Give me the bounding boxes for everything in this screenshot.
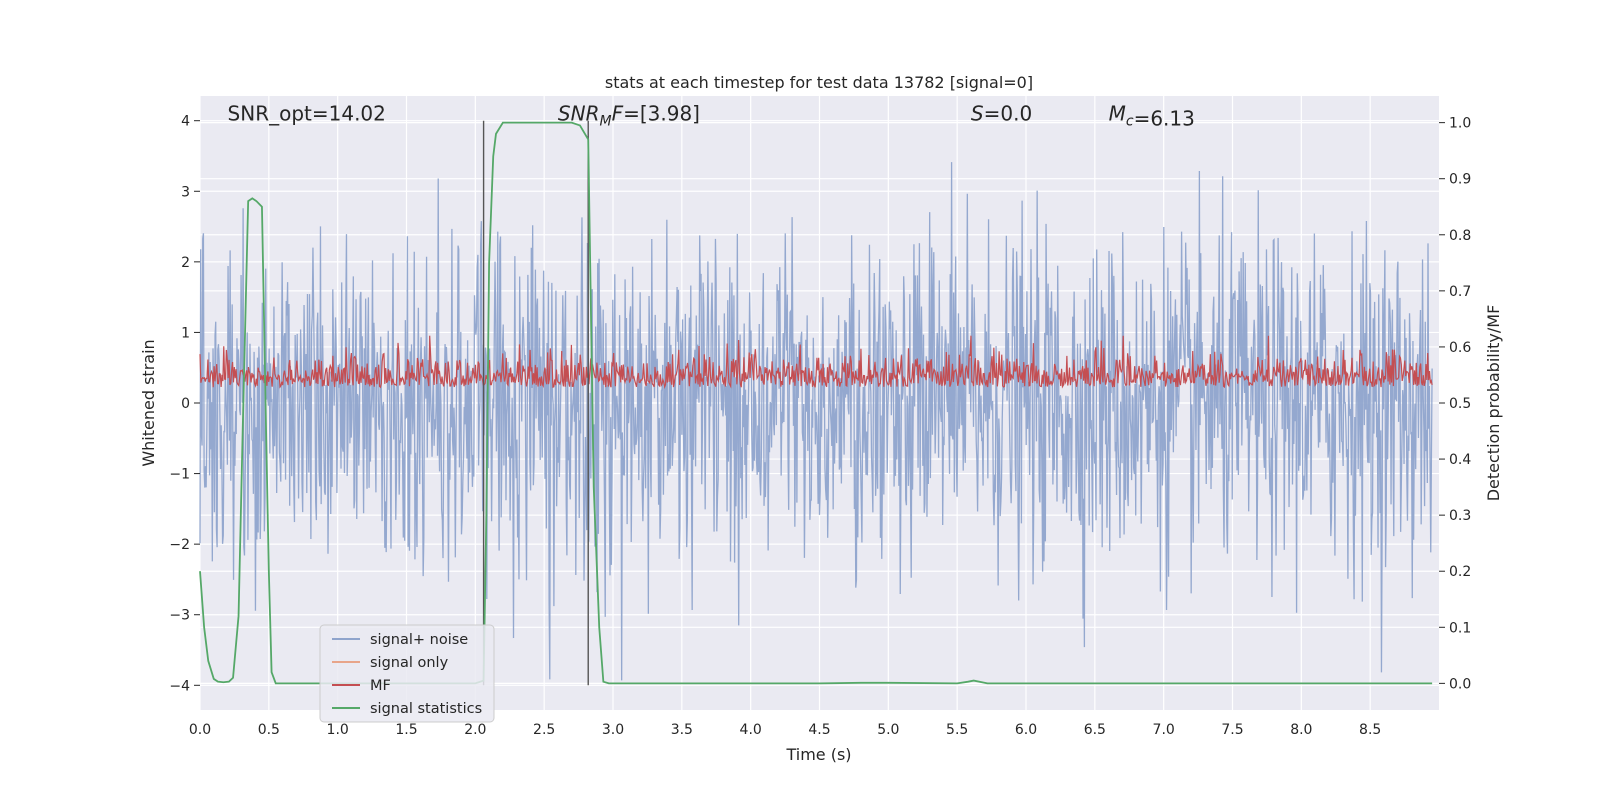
y-tick-label-left: 4 bbox=[181, 114, 190, 130]
y-tick-label-left: −1 bbox=[169, 467, 190, 483]
signal-statistics-line bbox=[199, 121, 1433, 685]
x-tick-label: 4.0 bbox=[740, 722, 762, 738]
annotation-text: S=0.0 bbox=[971, 102, 1032, 126]
x-tick-label: 8.0 bbox=[1290, 722, 1312, 738]
x-tick-label: 3.0 bbox=[602, 722, 624, 738]
x-tick-label: 7.5 bbox=[1221, 722, 1243, 738]
mf-line bbox=[199, 335, 1433, 390]
legend-label-signal-only: signal only bbox=[370, 655, 449, 671]
signal-noise-series bbox=[199, 162, 1433, 681]
vertical-markers bbox=[482, 120, 589, 686]
x-axis-label: Time (s) bbox=[785, 745, 851, 764]
y-tick-label-left: −2 bbox=[169, 537, 190, 553]
y-axis-label-right: Detection probability/MF bbox=[1484, 305, 1503, 502]
x-tick-label: 3.5 bbox=[671, 722, 693, 738]
x-tick-label: 0.0 bbox=[189, 722, 211, 738]
y-tick-label-left: −4 bbox=[169, 678, 190, 694]
y-axis-label-left: Whitened strain bbox=[139, 339, 158, 466]
signal-noise-line bbox=[199, 162, 1433, 681]
x-tick-label: 6.0 bbox=[1015, 722, 1037, 738]
x-tick-label: 2.0 bbox=[464, 722, 486, 738]
axes: 0.0 0.5 1.0 1.5 2.0 2.5 3.0 3.5 4.0 4.5 5.0 5.5 6.0 6… bbox=[169, 114, 1471, 738]
x-tick-label: 2.5 bbox=[533, 722, 555, 738]
y-tick-label-left: 3 bbox=[181, 184, 190, 200]
x-tick-label: 1.5 bbox=[395, 722, 417, 738]
y-tick-label-left: −3 bbox=[169, 608, 190, 624]
annotation-text: SNR_opt=14.02 bbox=[228, 102, 386, 126]
y-tick-label-left: 1 bbox=[181, 325, 190, 341]
mf-series bbox=[199, 335, 1433, 390]
x-tick-label: 1.0 bbox=[327, 722, 349, 738]
x-tick-label: 8.5 bbox=[1359, 722, 1381, 738]
x-tick-label: 5.0 bbox=[877, 722, 899, 738]
y-tick-label-left: 0 bbox=[181, 396, 190, 412]
legend-label-mf: MF bbox=[370, 678, 391, 694]
legend-label-signal-statistics: signal statistics bbox=[370, 701, 482, 717]
y-tick-label-right: 0.8 bbox=[1449, 228, 1471, 244]
y-tick-label-right: 0.0 bbox=[1449, 676, 1471, 692]
y-tick-label-right: 0.2 bbox=[1449, 564, 1471, 580]
y-tick-label-right: 0.4 bbox=[1449, 452, 1471, 468]
y-tick-label-right: 0.7 bbox=[1449, 284, 1471, 300]
y-tick-label-right: 1.0 bbox=[1449, 116, 1471, 132]
annotation-text: Mc=6.13 bbox=[1109, 102, 1195, 131]
x-tick-label: 0.5 bbox=[258, 722, 280, 738]
signal-statistics-series bbox=[199, 121, 1433, 685]
y-tick-label-right: 0.9 bbox=[1449, 172, 1471, 188]
x-tick-label: 6.5 bbox=[1084, 722, 1106, 738]
x-tick-label: 7.0 bbox=[1153, 722, 1175, 738]
legend-box bbox=[319, 624, 495, 723]
x-tick-label: 5.5 bbox=[946, 722, 968, 738]
annotations: SNR_opt=14.02 SNRMF=[3.98] S=0.0 Mc=6.13 bbox=[228, 102, 1195, 131]
annotation-text: SNRMF=[3.98] bbox=[558, 102, 700, 130]
chart-title: stats at each timestep for test data 137… bbox=[605, 73, 1033, 92]
y-tick-label-right: 0.6 bbox=[1449, 340, 1471, 356]
y-tick-label-right: 0.1 bbox=[1449, 620, 1471, 636]
legend: signal+ noise signal only MF signal stat… bbox=[319, 624, 495, 723]
y-tick-label-right: 0.5 bbox=[1449, 396, 1471, 412]
y-tick-label-right: 0.3 bbox=[1449, 508, 1471, 524]
x-tick-label: 4.5 bbox=[808, 722, 830, 738]
y-tick-label-left: 2 bbox=[181, 255, 190, 271]
legend-label-signal-noise: signal+ noise bbox=[370, 632, 468, 648]
